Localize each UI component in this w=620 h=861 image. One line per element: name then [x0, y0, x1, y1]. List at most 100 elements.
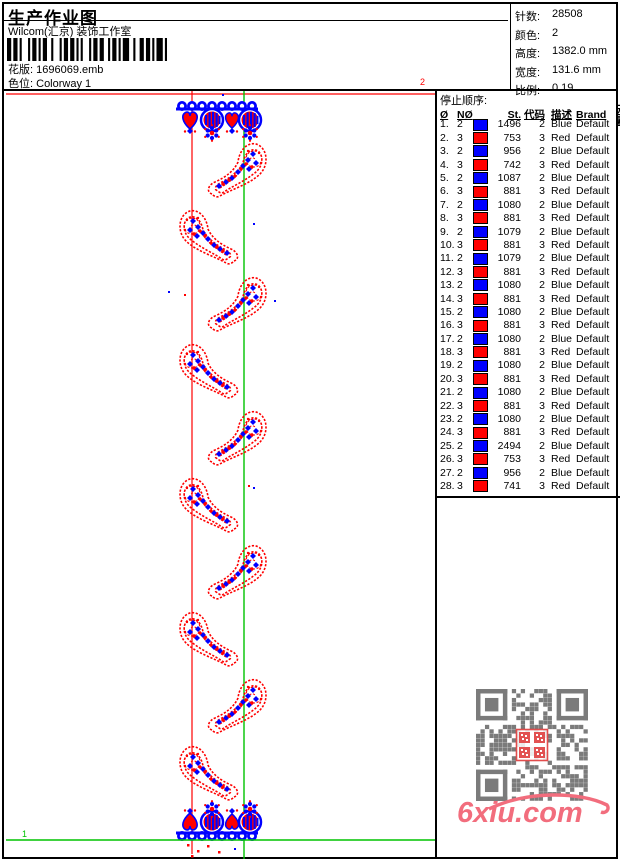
table-row: 8. 3 881 3 Red Default — [440, 212, 618, 225]
cell-c-sw — [471, 413, 490, 426]
cell-c-code: 2 — [539, 225, 545, 238]
cell-c-brand: Default — [576, 479, 610, 492]
watermark-swoosh — [488, 793, 610, 815]
paisley-motif — [207, 410, 267, 466]
cell-c-sw — [471, 252, 490, 265]
cell-c-code: 2 — [539, 466, 545, 479]
cell-c-num: 17. — [440, 332, 455, 345]
page-title: 生产作业图 — [8, 9, 98, 28]
table-row: 21. 2 1080 2 Blue Default — [440, 386, 618, 399]
table-row: 17. 2 1080 2 Blue Default — [440, 332, 618, 345]
stop-table-header: Ø NØ St. 代码 描述 Brand 元素 — [440, 105, 620, 126]
thread-color-swatch — [473, 292, 488, 305]
cell-c-st: 956 — [503, 466, 521, 479]
table-row: 12. 3 881 3 Red Default — [440, 265, 618, 278]
cell-c-st: 1080 — [497, 359, 521, 372]
cell-c-desc: Red — [551, 265, 571, 278]
thread-color-swatch — [473, 212, 488, 225]
cell-c-brand: Default — [576, 359, 610, 372]
thread-color-swatch — [473, 158, 488, 171]
thread-color-swatch — [473, 346, 488, 359]
height-row: 高度: 1382.0 mm — [515, 45, 617, 61]
cell-c-num: 13. — [440, 279, 455, 292]
cell-c-brand: Default — [576, 453, 610, 466]
cell-c-desc: Blue — [551, 145, 573, 158]
cell-c-sw — [471, 265, 490, 278]
cell-c-brand: Default — [576, 319, 610, 332]
cell-c-needle: 2 — [457, 279, 463, 292]
cell-c-brand: Default — [576, 131, 610, 144]
watermark-6xiu: 6xiu.com — [455, 789, 615, 831]
cell-c-needle: 2 — [457, 172, 463, 184]
cell-c-st: 881 — [503, 212, 521, 225]
cell-c-st: 881 — [503, 346, 521, 359]
width-value: 131.6 mm — [552, 63, 601, 76]
cell-c-code: 3 — [539, 238, 545, 251]
thread-color-swatch — [473, 132, 488, 145]
cell-c-code: 3 — [539, 131, 545, 144]
cell-c-needle: 3 — [457, 212, 463, 225]
cell-c-desc: Red — [551, 158, 571, 171]
cell-c-sw — [471, 440, 490, 453]
cell-c-num: 23. — [440, 413, 455, 426]
design-file-label: 花版: — [8, 64, 34, 76]
table-row: 3. 2 956 2 Blue Default — [440, 145, 618, 158]
cell-c-desc: Red — [551, 479, 571, 492]
cell-c-desc: Blue — [551, 279, 573, 292]
cell-c-sw — [471, 480, 490, 493]
cell-c-desc: Blue — [551, 386, 573, 399]
cell-c-num: 2. — [440, 131, 449, 144]
cell-c-num: 25. — [440, 439, 455, 452]
cell-c-needle: 2 — [457, 145, 463, 158]
thread-color-swatch — [473, 225, 488, 238]
cell-c-brand: Default — [576, 439, 610, 452]
stitches-label: 针数: — [515, 11, 541, 23]
cell-c-num: 18. — [440, 346, 455, 359]
cell-c-brand: Default — [576, 466, 610, 479]
cell-c-needle: 2 — [457, 198, 463, 211]
height-label: 高度: — [515, 48, 541, 61]
guide-label-green: 1 — [22, 829, 27, 839]
cell-c-num: 4. — [440, 158, 449, 171]
cell-c-st: 881 — [503, 292, 521, 305]
col-needle: NØ — [457, 109, 473, 122]
col-brand: Brand — [576, 109, 607, 122]
cell-c-st: 2494 — [497, 439, 521, 452]
cell-c-st: 1080 — [497, 198, 521, 211]
design-canvas: 1 — [6, 91, 435, 859]
cell-c-desc: Blue — [551, 332, 573, 345]
cell-c-needle: 2 — [457, 466, 463, 479]
table-row: 20. 3 881 3 Red Default — [440, 372, 618, 386]
cell-c-code: 2 — [539, 332, 545, 345]
cell-c-brand: Default — [576, 252, 610, 265]
cell-c-sw — [471, 212, 490, 225]
cell-c-st: 753 — [503, 131, 521, 144]
stop-sequence-panel: 停止顺序: Ø NØ St. 代码 描述 Brand 元素 1. 2 1496 2 Bl… — [435, 91, 620, 857]
cell-c-st: 753 — [503, 453, 521, 466]
cell-c-needle: 2 — [457, 413, 463, 426]
cell-c-needle: 3 — [457, 346, 463, 359]
cell-c-desc: Red — [551, 399, 571, 412]
qr-stamp — [515, 728, 549, 762]
colors-value: 2 — [552, 26, 559, 39]
paisley-motif — [179, 611, 239, 667]
design-info-box: 针数: 28508 颜色: 2 高度: 1382.0 mm 宽度: 131.6 mm 比… — [515, 8, 617, 101]
cell-c-code: 2 — [539, 386, 545, 399]
cell-c-num: 6. — [440, 185, 449, 198]
cell-c-brand: Default — [576, 426, 610, 439]
cell-c-st: 881 — [503, 426, 521, 439]
cell-c-desc: Blue — [551, 198, 573, 211]
cell-c-st: 1080 — [497, 386, 521, 399]
cell-c-code: 2 — [539, 359, 545, 372]
cell-c-needle: 3 — [457, 426, 463, 439]
paisley-motif — [207, 276, 267, 332]
cell-c-needle: 3 — [457, 265, 463, 278]
cell-c-num: 10. — [440, 238, 455, 251]
cell-c-brand: Default — [576, 118, 610, 131]
cell-c-st: 881 — [503, 238, 521, 251]
cell-c-desc: Red — [551, 426, 571, 439]
width-label: 宽度: — [515, 66, 541, 79]
cell-c-desc: Red — [551, 212, 571, 225]
cell-c-st: 741 — [503, 479, 521, 492]
